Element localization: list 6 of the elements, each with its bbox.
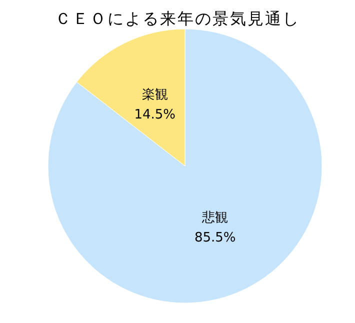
slice-label: 悲観: [201, 210, 228, 226]
chart-title: ＣＥＯによる来年の景気見通し: [55, 9, 300, 28]
slice-label: 楽観: [142, 87, 168, 102]
data-label: 85.5%: [194, 230, 236, 246]
pie-slice: [48, 28, 322, 304]
data-label: 14.5%: [134, 107, 176, 122]
